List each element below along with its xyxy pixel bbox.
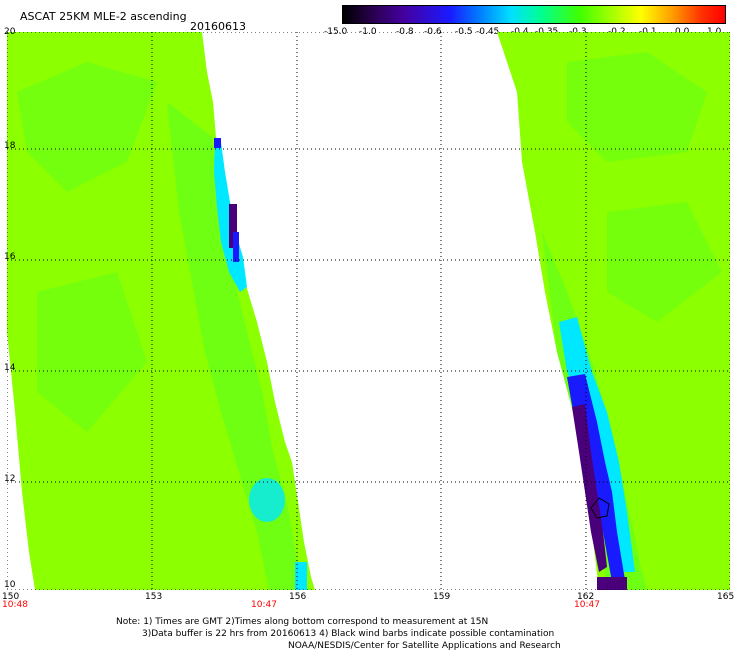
lon-label: 150 [2, 592, 20, 602]
swath-right-edge [597, 577, 627, 590]
lat-label: 18 [4, 141, 16, 151]
swath-left-cyan-blob [249, 478, 285, 522]
lat-label: 14 [4, 363, 16, 373]
colorbar-label: -0.8 [396, 27, 414, 37]
swath-time: 10:47 [574, 600, 600, 610]
swath-right [497, 32, 730, 590]
wind-barb-contamination [590, 497, 610, 519]
map-panel [7, 32, 730, 590]
map-title: ASCAT 25KM MLE-2 ascending [20, 10, 187, 23]
lat-label: 10 [4, 580, 16, 590]
swath-left-edge [233, 232, 239, 262]
swath-right-edge [572, 404, 607, 572]
swath-right-patch [607, 202, 722, 322]
lat-label: 20 [4, 27, 16, 37]
lon-label: 159 [433, 592, 451, 602]
swath-time: 10:47 [251, 600, 277, 610]
swath-left-edge [295, 562, 307, 590]
swath-time: 10:48 [2, 600, 28, 610]
lon-label: 153 [145, 592, 163, 602]
swath-left-edge [229, 204, 237, 248]
lon-label: 162 [577, 592, 595, 602]
footnote-line: Note: 1) Times are GMT 2)Times along bot… [116, 617, 489, 627]
lon-label: 165 [717, 592, 735, 602]
footnote: Note: 1) Times are GMT 2)Times along bot… [116, 616, 561, 652]
lat-label: 12 [4, 474, 16, 484]
grid-lines [7, 32, 730, 590]
swath-left-band [167, 102, 303, 590]
colorbar-label: -0.6 [424, 27, 442, 37]
swath-left-patch [37, 272, 147, 432]
swath-right-patch [567, 52, 707, 162]
colorbar [342, 5, 726, 24]
footnote-line: NOAA/NESDIS/Center for Satellite Applica… [288, 641, 561, 651]
lat-label: 16 [4, 252, 16, 262]
footnote-line: 3)Data buffer is 22 hrs from 20160613 4)… [142, 629, 555, 639]
swath-left-patch [17, 62, 157, 192]
swath-left-edge [214, 138, 221, 148]
map-date: 20160613 [190, 20, 246, 33]
lon-label: 156 [289, 592, 307, 602]
